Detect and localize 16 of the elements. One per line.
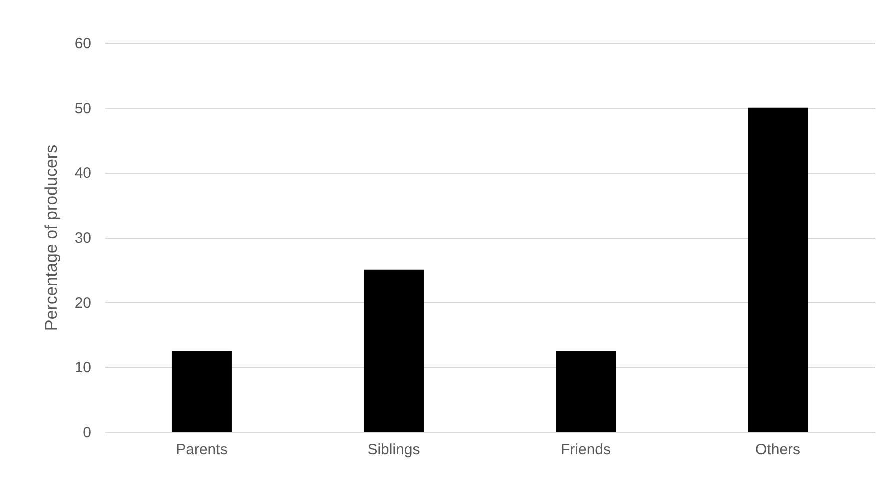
bar [748,108,808,432]
x-tick-label: Others [756,442,801,458]
bar [172,350,232,432]
bar [364,270,424,432]
y-tick-label: 30 [74,230,92,247]
y-axis-title: Percentage of producers [42,144,61,332]
y-tick-label: 0 [83,424,92,442]
y-tick-label: 40 [74,165,92,182]
y-tick-label: 50 [74,100,92,118]
y-tick-label: 20 [74,294,92,312]
x-tick-label: Siblings [368,442,420,458]
bar [556,350,616,432]
y-tick-label: 60 [74,36,92,52]
y-tick-label: 10 [74,360,92,377]
x-tick-label: Parents [176,442,228,458]
x-tick-label: Friends [560,442,612,458]
